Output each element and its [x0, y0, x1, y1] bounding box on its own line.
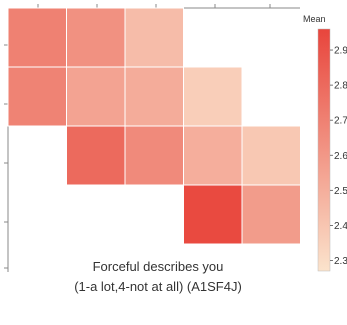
heatmap-cell-r1-c1: [66, 66, 126, 127]
colorbar-tick-label-1: 2.8: [334, 81, 347, 92]
colorbar-ticks: 2.9 2.8 2.7 2.6 2.5 2.4 2.3: [330, 46, 347, 267]
colorbar-tick-label-3: 2.6: [334, 151, 347, 162]
heatmap-cell-r0-c0: [7, 7, 67, 68]
colorbar-tick-label-0: 2.9: [334, 46, 347, 57]
colorbar-tick-label-6: 2.3: [334, 256, 347, 267]
colorbar-tick-label-5: 2.4: [334, 221, 347, 232]
heatmap-cell-r1-c0: [7, 66, 67, 127]
heatmap-cell-r2-c4: [241, 125, 301, 186]
heatmap-cell-r2-c1: [66, 125, 126, 186]
axis-ticks: [4, 4, 271, 269]
colorbar-tick-label-4: 2.5: [334, 186, 347, 197]
heatmap-cell-r2-c3: [183, 125, 243, 186]
heatmap-cell-r1-c2: [124, 66, 184, 127]
colorbar-tick-label-2: 2.7: [334, 116, 347, 127]
colorbar-title: Mean: [303, 14, 326, 24]
heatmap-cell-r1-c3: [183, 66, 243, 127]
heatmap-cell-r2-c2: [124, 125, 184, 186]
heatmap-cells: [7, 7, 301, 245]
heatmap-cell-r0-c1: [66, 7, 126, 68]
colorbar-gradient: [317, 28, 331, 272]
heatmap-cell-r3-c3: [183, 184, 243, 245]
x-axis-label-line1: Forceful describes you: [93, 259, 224, 274]
x-axis-label-line2: (1-a lot,4-not at all) (A1SF4J): [74, 279, 242, 294]
heatmap-cell-r0-c2: [124, 7, 184, 68]
heatmap-cell-r3-c4: [241, 184, 301, 245]
